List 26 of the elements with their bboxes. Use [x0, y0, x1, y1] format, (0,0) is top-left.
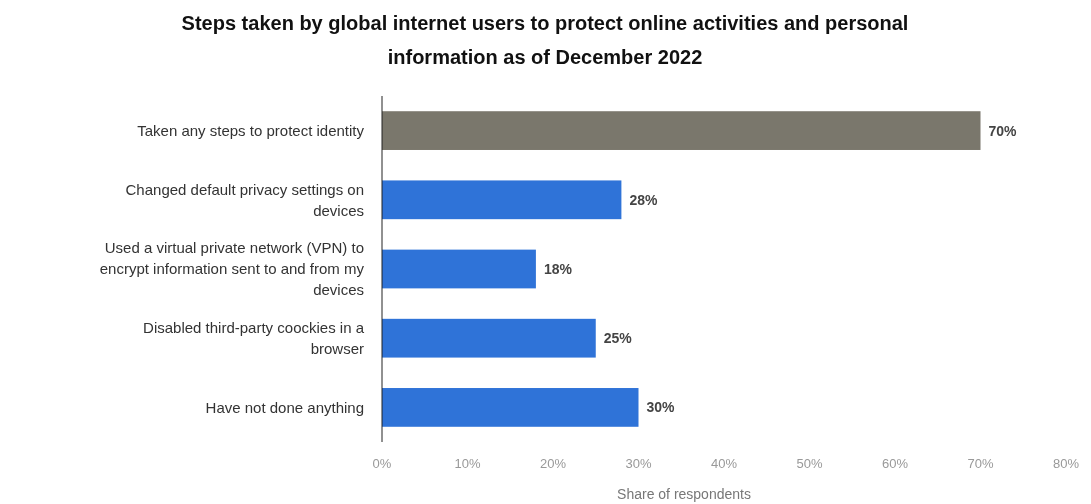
x-tick-label: 80% [1052, 456, 1080, 471]
data-label: 18% [543, 260, 573, 277]
bar [382, 249, 536, 289]
bar [382, 388, 639, 427]
x-tick-label: 40% [710, 456, 738, 471]
chart-title: Steps taken by global internet users to protect online activities and personal information as of December 2022 [181, 12, 909, 68]
y-tick-label: Taken any steps to protect identity [137, 121, 365, 139]
y-tick-label: Changed default privacy settings on devices [125, 180, 364, 219]
bar [382, 180, 622, 220]
bar [382, 111, 981, 150]
x-tick-label: 50% [796, 456, 823, 471]
x-axis-title: Share of respondents [617, 486, 751, 502]
x-tick-label: 70% [967, 456, 994, 471]
x-tick-label: 30% [625, 456, 652, 471]
x-tick-label: 10% [454, 456, 481, 471]
data-label: 25% [603, 330, 633, 347]
data-label: 28% [629, 191, 658, 208]
data-label: 30% [646, 399, 676, 416]
x-tick-label: 60% [881, 456, 909, 471]
y-tick-label: Have not done anything [205, 398, 364, 416]
y-tick-label: Disabled third-party coockies in a browser [143, 318, 365, 357]
x-tick-label: 20% [539, 456, 567, 471]
x-tick-label: 0% [372, 456, 392, 471]
bar [382, 318, 596, 358]
y-tick-label: Used a virtual private network (VPN) to encrypt information sent to and from my devices [99, 239, 365, 299]
data-label: 70% [988, 122, 1018, 139]
